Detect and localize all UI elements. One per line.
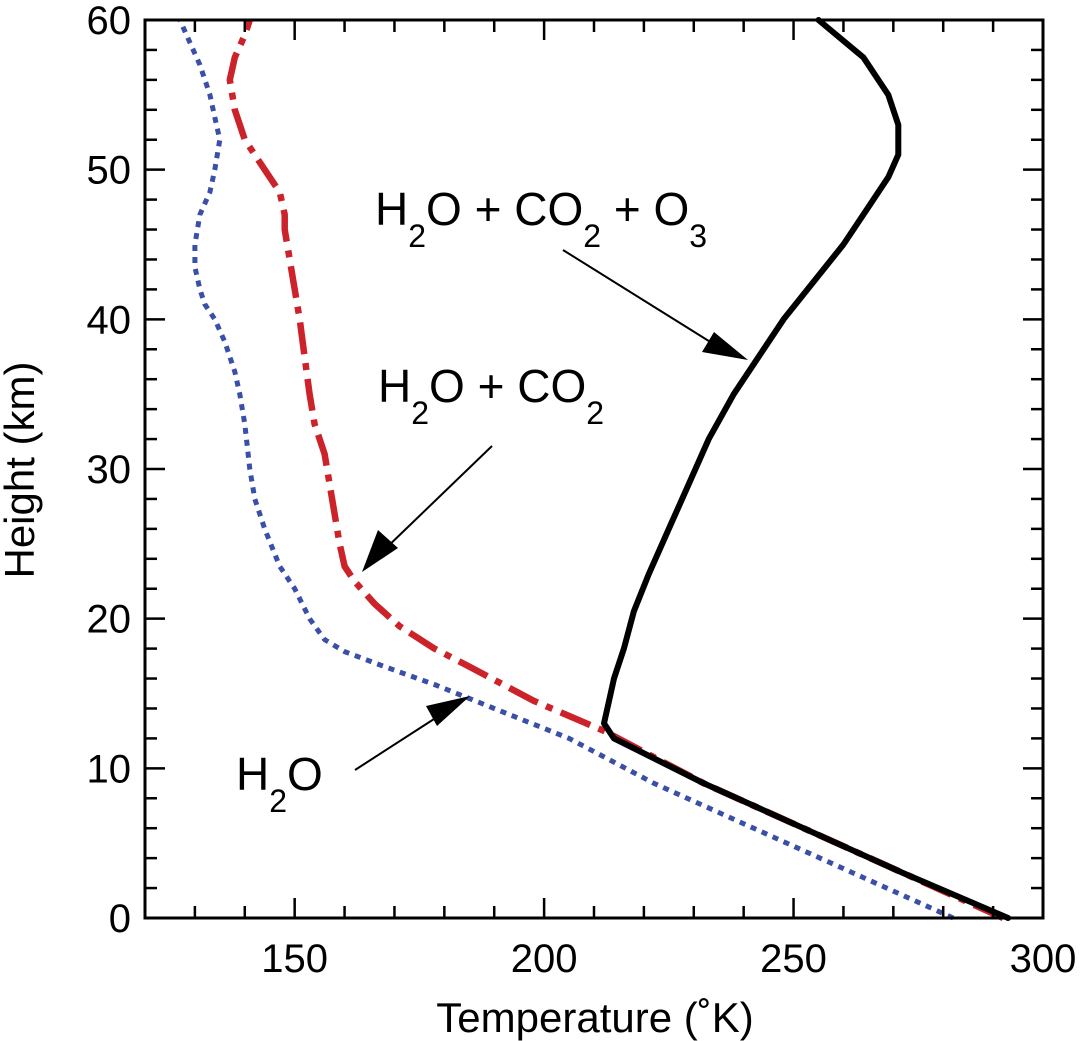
arrow-line-h2o-co2-o3 (562, 249, 721, 349)
annotation-h2o: H2O (236, 748, 323, 819)
annotation-subscript: 2 (583, 218, 601, 254)
annotation-part: H (378, 360, 411, 412)
annotation-subscript: 3 (689, 218, 707, 254)
x-axis-ticks: 150 200 250 300 (193, 20, 1077, 981)
series-h2o-co2 (226, 18, 1005, 921)
x-tick-label: 250 (760, 937, 827, 981)
y-tick-label: 50 (87, 149, 132, 193)
y-tick-label: 40 (87, 298, 132, 342)
y-axis-title: Height (km) (0, 361, 43, 578)
y-tick-label: 20 (87, 598, 132, 642)
annotation-subscript: 2 (411, 395, 429, 431)
y-tick-label: 30 (87, 448, 132, 492)
x-tick-label: 150 (261, 937, 328, 981)
annotation-subscript: 2 (269, 783, 287, 819)
x-axis-title: Temperature (˚K) (436, 994, 753, 1041)
annotation-part: O + CO (429, 360, 586, 412)
series-layer (177, 17, 1012, 921)
annotation-part: O (287, 748, 323, 800)
y-tick-label: 0 (109, 897, 131, 941)
annotation-part: H (375, 183, 408, 235)
x-tick-label: 300 (1010, 937, 1077, 981)
series-h2o (177, 18, 955, 921)
annotation-subscript: 2 (408, 218, 426, 254)
arrow-head-h2o (426, 696, 470, 726)
arrow-line-h2o-co2 (381, 445, 493, 553)
arrow-line-h2o (354, 709, 449, 771)
y-axis-ticks: 0 10 20 30 40 50 60 (87, 0, 1043, 941)
annotation-part: + O (601, 183, 689, 235)
series-h2o-co2-o3 (601, 17, 1012, 921)
annotation-h2o-co2: H2O + CO2 (378, 360, 604, 431)
annotation-part: O + CO (426, 183, 583, 235)
annotation-part: H (236, 748, 269, 800)
arrow-head-h2o-co2 (362, 530, 398, 572)
x-tick-label: 200 (511, 937, 578, 981)
annotation-h2o-co2-o3: H2O + CO2 + O3 (375, 183, 707, 254)
annotation-subscript: 2 (586, 395, 604, 431)
arrow-head-h2o-co2-o3 (702, 332, 748, 360)
y-tick-label: 60 (87, 0, 132, 43)
y-tick-label: 10 (87, 747, 132, 791)
